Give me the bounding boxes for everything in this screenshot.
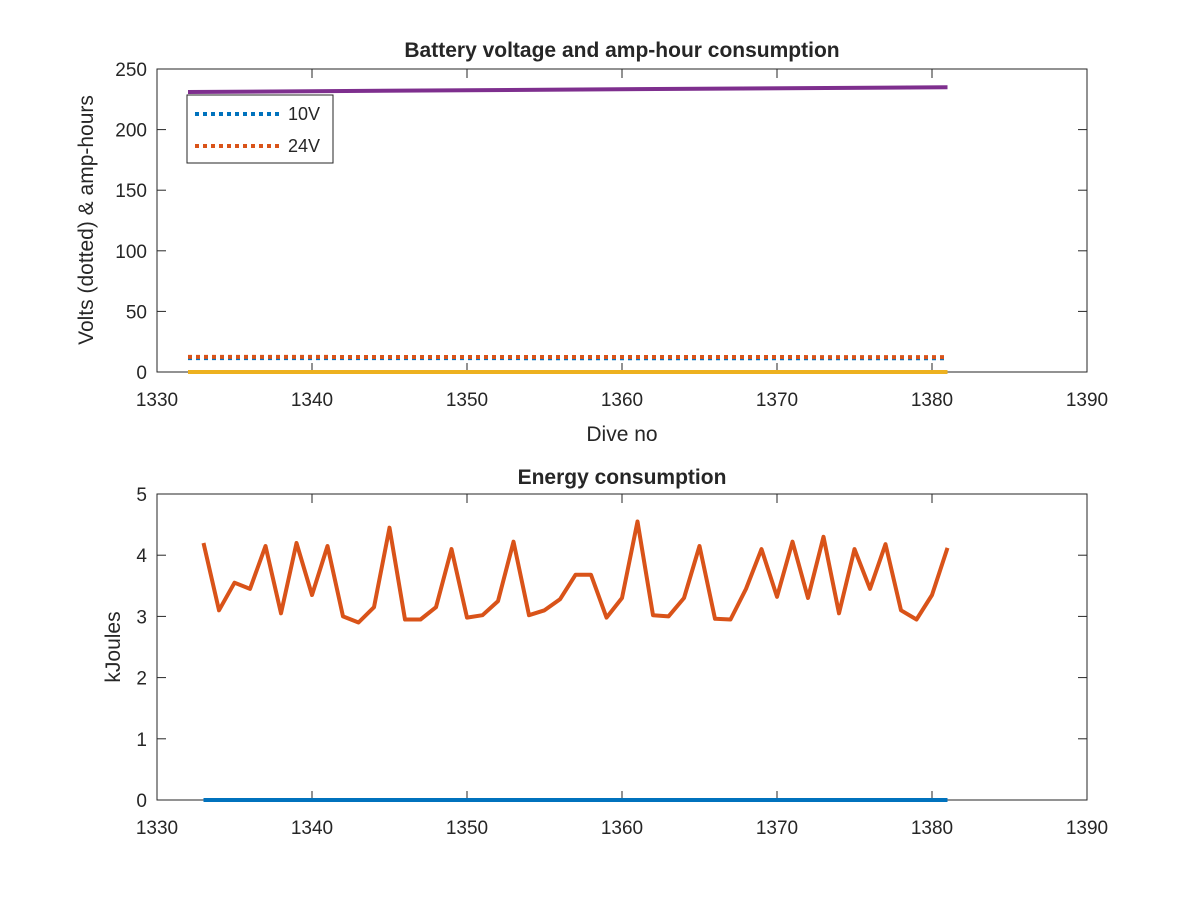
- y-tick-label: 5: [136, 485, 147, 506]
- y-tick-label: 3: [136, 607, 147, 628]
- legend-box: [186, 94, 334, 164]
- y-axis-label: Volts (dotted) & amp-hours: [75, 95, 98, 345]
- x-tick-label: 1340: [291, 818, 333, 839]
- energy-panel: Energy consumption kJoules 1330 1340 1350 1…: [102, 466, 1108, 839]
- y-tick-label: 100: [115, 242, 147, 263]
- y-tick-label: 0: [136, 791, 147, 812]
- y-tick-label: 1: [136, 730, 147, 751]
- series-layer: [201, 519, 950, 802]
- y-axis-label: kJoules: [102, 611, 125, 682]
- x-tick-label: 1330: [136, 390, 178, 411]
- chart-title: Battery voltage and amp-hour consumption: [404, 39, 839, 62]
- voltage-ah-panel: Battery voltage and amp-hour consumption…: [75, 39, 1108, 446]
- x-tick-label: 1370: [756, 818, 798, 839]
- x-tick-label: 1390: [1066, 390, 1108, 411]
- series-line-1-1: [201, 519, 950, 625]
- x-axis-label: Dive no: [586, 423, 657, 446]
- y-tick-label: 200: [115, 121, 147, 142]
- x-tick-label: 1350: [446, 390, 488, 411]
- series-layer: [187, 85, 948, 374]
- x-tick-label: 1390: [1066, 818, 1108, 839]
- x-tick-label: 1360: [601, 390, 643, 411]
- axis-ticks: 1330 1340 1350 1360 1370 1380 1390 0 1 2 3 4 5: [136, 485, 1108, 839]
- y-tick-label: 2: [136, 669, 147, 690]
- x-tick-label: 1330: [136, 818, 178, 839]
- x-tick-label: 1380: [911, 818, 953, 839]
- x-tick-label: 1340: [291, 390, 333, 411]
- legend: 10V 24V: [186, 94, 334, 164]
- x-tick-label: 1380: [911, 390, 953, 411]
- x-tick-label: 1350: [446, 818, 488, 839]
- x-tick-label: 1360: [601, 818, 643, 839]
- y-tick-label: 250: [115, 60, 147, 81]
- y-tick-label: 50: [126, 302, 147, 323]
- y-tick-label: 150: [115, 181, 147, 202]
- legend-label-24v: 24V: [288, 136, 320, 156]
- axes-box: [156, 493, 1088, 801]
- x-tick-label: 1370: [756, 390, 798, 411]
- y-tick-label: 0: [136, 363, 147, 384]
- chart-title: Energy consumption: [518, 466, 727, 489]
- series-line-0-3: [187, 85, 948, 94]
- axis-ticks: 1330 1340 1350 1360 1370 1380 1390 0 50 100 150 200…: [115, 60, 1108, 411]
- legend-label-10v: 10V: [288, 104, 320, 124]
- y-tick-label: 4: [136, 546, 147, 567]
